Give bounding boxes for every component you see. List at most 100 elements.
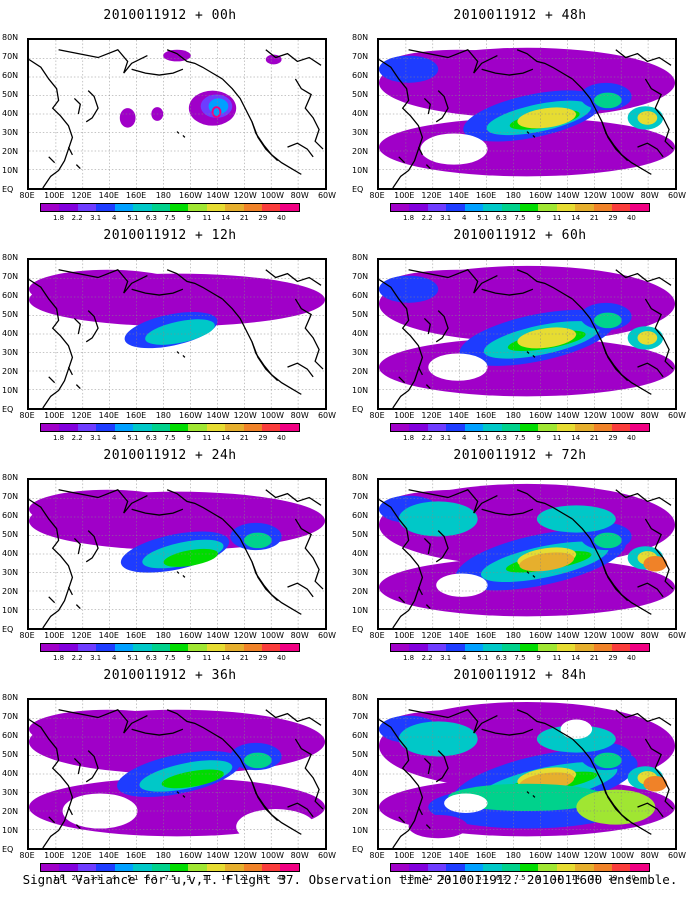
latitude-label: 70N [352, 712, 369, 721]
colorbar-label: 40 [276, 214, 286, 222]
colorbar-label: 3.1 [90, 654, 102, 662]
colorbar-label: 6.3 [495, 654, 507, 662]
colorbar-swatch [501, 424, 520, 431]
colorbar-swatch [427, 864, 447, 871]
longitude-label: 140E [98, 411, 119, 420]
longitude-label: 160W [179, 411, 203, 420]
colorbar-swatch [483, 424, 502, 431]
colorbar-label: 3.1 [440, 654, 452, 662]
colorbar-label: 2.2 [421, 214, 433, 222]
latitude-label: 60N [2, 71, 19, 80]
latitude-label: EQ [352, 625, 364, 634]
longitude-label: 60W [667, 411, 687, 420]
colorbar-swatch [262, 204, 281, 211]
colorbar-swatch [519, 204, 539, 211]
colorbar-label: 40 [626, 214, 636, 222]
variance-field [29, 269, 325, 405]
colorbar-label: 9 [536, 874, 541, 882]
longitude-label: 120W [233, 411, 257, 420]
colorbar-label: 11 [552, 874, 562, 882]
colorbar-label: 7.5 [514, 434, 526, 442]
colorbar-swatch [59, 864, 78, 871]
map-panel: 2010011912 + 12h 80N 70N 60N 50N 40N 30N 20N 10… [2, 220, 336, 448]
colorbar-swatch [391, 864, 410, 871]
longitude-label: 100E [394, 191, 415, 200]
latitude-label: 40N [2, 769, 19, 778]
latitude-label: 50N [2, 310, 19, 319]
colorbar-label: 2.2 [71, 874, 83, 882]
colorbar-swatch [77, 864, 97, 871]
colorbar-swatch [77, 424, 97, 431]
colorbar-label: 6.3 [145, 434, 157, 442]
colorbar-swatch [391, 204, 410, 211]
colorbar-swatch [556, 424, 576, 431]
colorbar-label: 11 [552, 214, 562, 222]
variance-map [27, 698, 327, 850]
latitude-label: 30N [352, 348, 369, 357]
latitude-label: 20N [2, 367, 19, 376]
longitude-label: 100E [44, 411, 65, 420]
longitude-label: 80E [369, 411, 385, 420]
colorbar-swatch [96, 864, 115, 871]
colorbar-swatch [556, 204, 576, 211]
colorbar-label: 1.8 [52, 874, 65, 882]
panel-title: 2010011912 + 00h [103, 8, 237, 23]
colorbar-label: 3.1 [90, 214, 102, 222]
longitude-label: 120W [233, 631, 257, 640]
colorbar-label: 9 [186, 874, 191, 882]
colorbar-label: 11 [202, 434, 212, 442]
latitude-label: EQ [352, 845, 364, 854]
colorbar-label: 1.8 [52, 654, 65, 662]
colorbar-swatch [501, 644, 520, 651]
colorbar-swatch [630, 204, 649, 211]
latitude-label: 50N [2, 530, 19, 539]
colorbar-swatch [41, 864, 60, 871]
longitude-label: 180 [155, 411, 171, 420]
colorbar-swatch [188, 864, 207, 871]
longitude-label: 140E [448, 631, 469, 640]
colorbar-swatch [133, 204, 152, 211]
latitude-label: 70N [2, 52, 19, 61]
latitude-label: 20N [2, 147, 19, 156]
colorbar-swatch [133, 644, 152, 651]
colorbar-swatch [593, 424, 613, 431]
colorbar-swatch [96, 204, 115, 211]
longitude-label: 160E [475, 411, 497, 420]
colorbar-swatch [169, 204, 189, 211]
colorbar-swatch [538, 864, 557, 871]
latitude-label: 70N [352, 52, 369, 61]
longitude-label: 60W [317, 191, 337, 200]
colorbar-label: 6.3 [145, 874, 157, 882]
latitude-label: 10N [352, 826, 369, 835]
map-panel: 2010011912 + 60h 80N 70N 60N 50N 40N 30N 20N 10… [352, 220, 687, 448]
longitude-label: 140W [556, 411, 580, 420]
longitude-label: 120W [583, 851, 607, 860]
longitude-label: 100W [610, 851, 635, 860]
map-panel: 2010011912 + 72h 80N 70N 60N 50N 40N 30N 20N 10… [352, 440, 686, 668]
latitude-label: 60N [2, 511, 19, 520]
latitude-label: 60N [352, 71, 369, 80]
colorbar-swatch [464, 864, 484, 871]
colorbar-swatch [575, 204, 594, 211]
colorbar-label: 1.8 [52, 214, 65, 222]
longitude-label: 120E [421, 851, 442, 860]
colorbar [40, 643, 300, 652]
colorbar-swatch [96, 424, 115, 431]
colorbar-swatch [133, 424, 152, 431]
longitude-label: 120W [583, 631, 607, 640]
longitude-label: 140E [448, 411, 469, 420]
latitude-label: 10N [2, 386, 19, 395]
colorbar-swatch [575, 424, 594, 431]
latitude-label: 10N [2, 826, 19, 835]
colorbar-label: 29 [608, 874, 618, 882]
colorbar-label: 14 [571, 214, 581, 222]
colorbar-swatch [538, 644, 557, 651]
latitude-label: 20N [352, 587, 369, 596]
longitude-label: 100E [394, 851, 415, 860]
graticule [29, 700, 325, 848]
colorbar-label: 40 [276, 654, 286, 662]
longitude-label: 140W [556, 191, 580, 200]
colorbar-swatch [427, 204, 447, 211]
colorbar-label: 14 [571, 874, 581, 882]
colorbar-label: 29 [608, 214, 618, 222]
